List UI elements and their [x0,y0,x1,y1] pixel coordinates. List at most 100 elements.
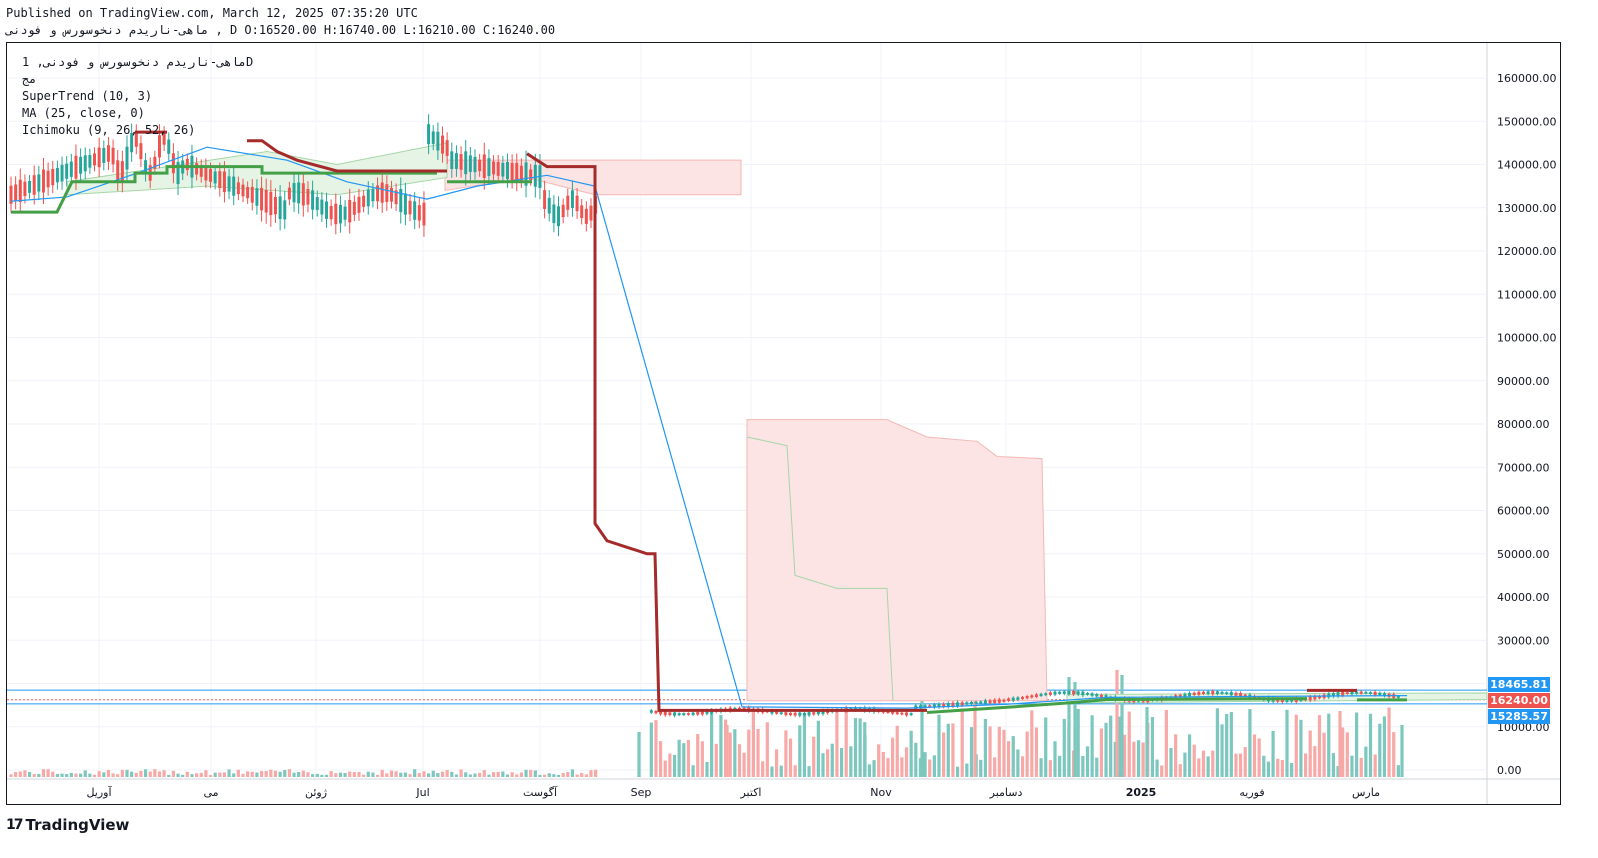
legend-ma[interactable]: MA (25, close, 0) [22,106,145,120]
candle-body [273,196,277,215]
time-tick-label: ژوئن [305,786,327,799]
candle-body [380,182,384,203]
candle-body [1011,697,1015,701]
volume-bar [580,773,584,777]
volume-bar [46,769,50,777]
candle-body [315,197,319,211]
price-tick-label: 160000.00 [1497,72,1557,85]
candle-body [524,162,528,186]
candle-body [775,711,779,714]
candle-body [1345,692,1349,694]
volume-bar [649,722,653,777]
candle-body [1076,691,1080,695]
volume-bar [798,725,802,777]
volume-bar [821,753,825,777]
tradingview-logo[interactable]: 17 TradingView [6,816,129,834]
volume-bar [1155,759,1159,777]
time-tick-label: می [203,786,218,799]
volume-bar [1160,765,1164,777]
supertrend-down-2 [247,139,447,173]
volume-bar [329,771,333,777]
volume-bar [556,774,561,777]
volume-spike [863,735,867,777]
candle-body [529,169,533,181]
candle-body [770,710,774,714]
candle-body [1053,691,1057,695]
legend-supertrend[interactable]: SuperTrend (10, 3) [22,89,153,103]
candle-body [654,710,658,714]
volume-spike [1145,707,1149,777]
candle-body [134,131,138,147]
volume-spike [920,689,924,777]
candle-body [1239,693,1243,697]
candle-body [195,163,199,175]
volume-bar [1248,709,1252,777]
chart-frame[interactable]: 0.0010000.0020000.0030000.0040000.005000… [6,42,1561,805]
volume-bar [1081,755,1085,777]
volume-bar [747,729,751,777]
volume-bar [524,769,528,777]
candle-body [807,712,811,716]
candle-body [886,710,890,713]
candle-body [255,188,259,206]
volume-bar [1090,715,1094,777]
volume-bar [501,771,505,777]
candle-body [1007,698,1011,701]
candle-body [923,705,927,709]
volume-bar [487,774,491,777]
volume-bar [826,749,830,777]
volume-spike [1067,677,1071,777]
volume-bar [1382,716,1387,777]
price-chart[interactable]: 0.0010000.0020000.0030000.0040000.005000… [7,43,1560,804]
grid [7,43,1560,804]
volume-bar [1317,715,1322,777]
candle-body [561,204,565,218]
volume-bar [872,760,876,777]
price-tick-label: 30000.00 [1497,634,1550,647]
volume-bar [1030,710,1034,777]
candle-body [60,164,64,182]
candle-body [18,179,22,202]
candle-body [250,186,254,203]
candle-body [1211,690,1215,695]
volume-bar [352,772,356,777]
volume-bar [1257,738,1261,777]
candle-body [14,184,18,202]
candle-body [445,140,449,157]
volume-bar [914,742,918,777]
legend-exchange: مج [22,72,37,86]
candle-body [570,190,574,208]
candle-body [482,154,486,178]
volume-bar [900,757,904,777]
supertrend-up-1 [11,165,437,214]
candle-body [1308,696,1312,701]
volume-bar [1359,757,1363,777]
candle-body [1373,691,1377,696]
volume-bar [589,770,593,777]
volume-bar [278,771,282,777]
volume-bar [1290,762,1294,777]
candle-body [125,146,129,170]
candle-body [1016,697,1020,700]
candle-body [199,165,203,177]
volume-bar [969,727,974,777]
candle-body [227,176,231,192]
candle-body [357,196,361,213]
volume-bar [97,771,101,777]
price-tick-label: 130000.00 [1497,202,1557,215]
volume-bar [993,757,997,777]
candle-body [1229,692,1233,696]
candle-body [167,139,171,154]
candle-body [348,199,352,223]
candle-body [905,712,909,716]
candle-body [1085,693,1089,695]
volume-bar [380,769,384,777]
candle-body [88,155,92,168]
candle-body [1350,691,1354,695]
volume-bar [561,773,565,777]
volume-bar [1276,758,1280,777]
volume-bar [176,773,180,777]
candle-body [130,133,134,153]
legend-ichimoku[interactable]: Ichimoku (9, 26, 52, 26) [22,123,196,137]
volume-bar [287,769,291,777]
